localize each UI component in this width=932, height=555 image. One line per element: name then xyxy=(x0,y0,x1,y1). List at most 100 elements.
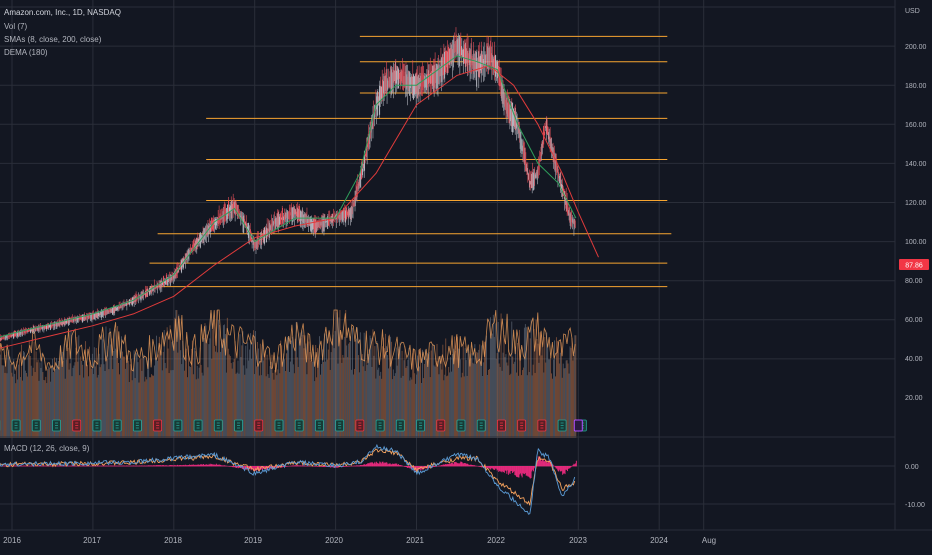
earnings-marker[interactable] xyxy=(437,420,445,431)
volume-bar xyxy=(466,360,467,438)
volume-bar xyxy=(555,376,556,438)
earnings-marker[interactable] xyxy=(194,420,202,431)
volume-bar xyxy=(203,376,204,438)
earnings-marker[interactable] xyxy=(93,420,101,431)
last-price-badge[interactable]: 87.86 xyxy=(899,259,929,270)
indicator-label-smas[interactable]: SMAs (8, close, 200, close) xyxy=(4,35,102,44)
earnings-marker[interactable] xyxy=(275,420,283,431)
earnings-marker[interactable] xyxy=(376,420,384,431)
earnings-marker[interactable] xyxy=(538,420,546,431)
volume-bar xyxy=(467,376,468,438)
earnings-marker[interactable] xyxy=(336,420,344,431)
volume-bar xyxy=(3,365,4,438)
earnings-marker[interactable] xyxy=(518,420,526,431)
volume-bar xyxy=(127,355,128,438)
indicator-label-dema[interactable]: DEMA (180) xyxy=(4,48,48,57)
volume-bar xyxy=(331,352,332,438)
volume-bar xyxy=(70,363,71,438)
earnings-marker[interactable] xyxy=(457,420,465,431)
volume-bar xyxy=(332,339,333,438)
earnings-marker[interactable] xyxy=(235,420,243,431)
volume-bar xyxy=(185,355,186,438)
earnings-marker[interactable] xyxy=(356,420,364,431)
earnings-marker[interactable] xyxy=(113,420,121,431)
volume-bar xyxy=(144,382,145,438)
earnings-marker[interactable] xyxy=(32,420,40,431)
volume-bar xyxy=(31,366,32,438)
earnings-marker[interactable] xyxy=(417,420,425,431)
volume-bar xyxy=(147,360,148,438)
volume-bar xyxy=(284,359,285,438)
volume-bar xyxy=(426,359,427,438)
volume-bar xyxy=(374,346,375,438)
volume-bar xyxy=(6,373,7,438)
indicator-label-vol[interactable]: Vol (7) xyxy=(4,22,27,31)
volume-bar xyxy=(492,334,493,438)
earnings-marker[interactable] xyxy=(12,420,20,431)
volume-bar xyxy=(353,375,354,438)
volume-bar xyxy=(65,379,66,438)
earnings-marker[interactable] xyxy=(73,420,81,431)
volume-bar xyxy=(146,379,147,438)
volume-bar xyxy=(61,357,62,438)
volume-bar xyxy=(44,380,45,438)
volume-bar xyxy=(269,378,270,438)
earnings-marker[interactable] xyxy=(52,420,60,431)
volume-bar xyxy=(372,329,373,438)
volume-bar xyxy=(408,348,409,438)
volume-bar xyxy=(436,361,437,438)
volume-bar xyxy=(170,325,171,438)
volume-bar xyxy=(550,358,551,438)
volume-bar xyxy=(487,375,488,438)
volume-bar xyxy=(5,373,6,438)
volume-bar xyxy=(151,374,152,438)
volume-bar xyxy=(430,377,431,438)
earnings-marker[interactable] xyxy=(154,420,162,431)
volume-bar xyxy=(347,357,348,438)
volume-bar xyxy=(183,355,184,438)
volume-bar xyxy=(507,366,508,438)
volume-bar xyxy=(330,370,331,438)
earnings-marker[interactable] xyxy=(477,420,485,431)
earnings-marker[interactable] xyxy=(255,420,263,431)
volume-bar xyxy=(178,315,179,438)
volume-bar xyxy=(307,335,308,438)
volume-bar xyxy=(27,377,28,438)
volume-bar xyxy=(8,350,9,438)
volume-bar xyxy=(249,350,250,438)
volume-bar xyxy=(415,384,416,438)
volume-bar xyxy=(529,372,530,438)
volume-bar xyxy=(68,348,69,438)
volume-bar xyxy=(292,337,293,438)
earnings-marker[interactable] xyxy=(315,420,323,431)
volume-bar xyxy=(107,346,108,438)
volume-bar xyxy=(106,359,107,438)
earnings-marker[interactable] xyxy=(295,420,303,431)
volume-bar xyxy=(265,351,266,438)
volume-bar xyxy=(368,354,369,438)
volume-bar xyxy=(169,373,170,438)
volume-bar xyxy=(326,334,327,438)
volume-bar xyxy=(452,354,453,438)
volume-bar xyxy=(449,372,450,438)
earnings-marker[interactable] xyxy=(214,420,222,431)
volume-bar xyxy=(243,365,244,438)
volume-bar xyxy=(509,375,510,438)
earnings-marker[interactable] xyxy=(558,420,566,431)
volume-bar xyxy=(346,345,347,438)
time-tick: 2020 xyxy=(325,536,343,545)
volume-bar xyxy=(43,380,44,438)
volume-bar xyxy=(572,360,573,438)
volume-bar xyxy=(371,338,372,438)
volume-bar xyxy=(329,332,330,438)
macd-tick: -10.00 xyxy=(905,502,925,509)
time-tick: Aug xyxy=(702,536,716,545)
earnings-marker[interactable] xyxy=(174,420,182,431)
earnings-marker[interactable] xyxy=(133,420,141,431)
earnings-marker[interactable] xyxy=(396,420,404,431)
earnings-marker[interactable] xyxy=(497,420,505,431)
macd-label[interactable]: MACD (12, 26, close, 9) xyxy=(4,444,90,453)
volume-bar xyxy=(193,374,194,438)
future-earnings-marker[interactable] xyxy=(574,420,582,431)
